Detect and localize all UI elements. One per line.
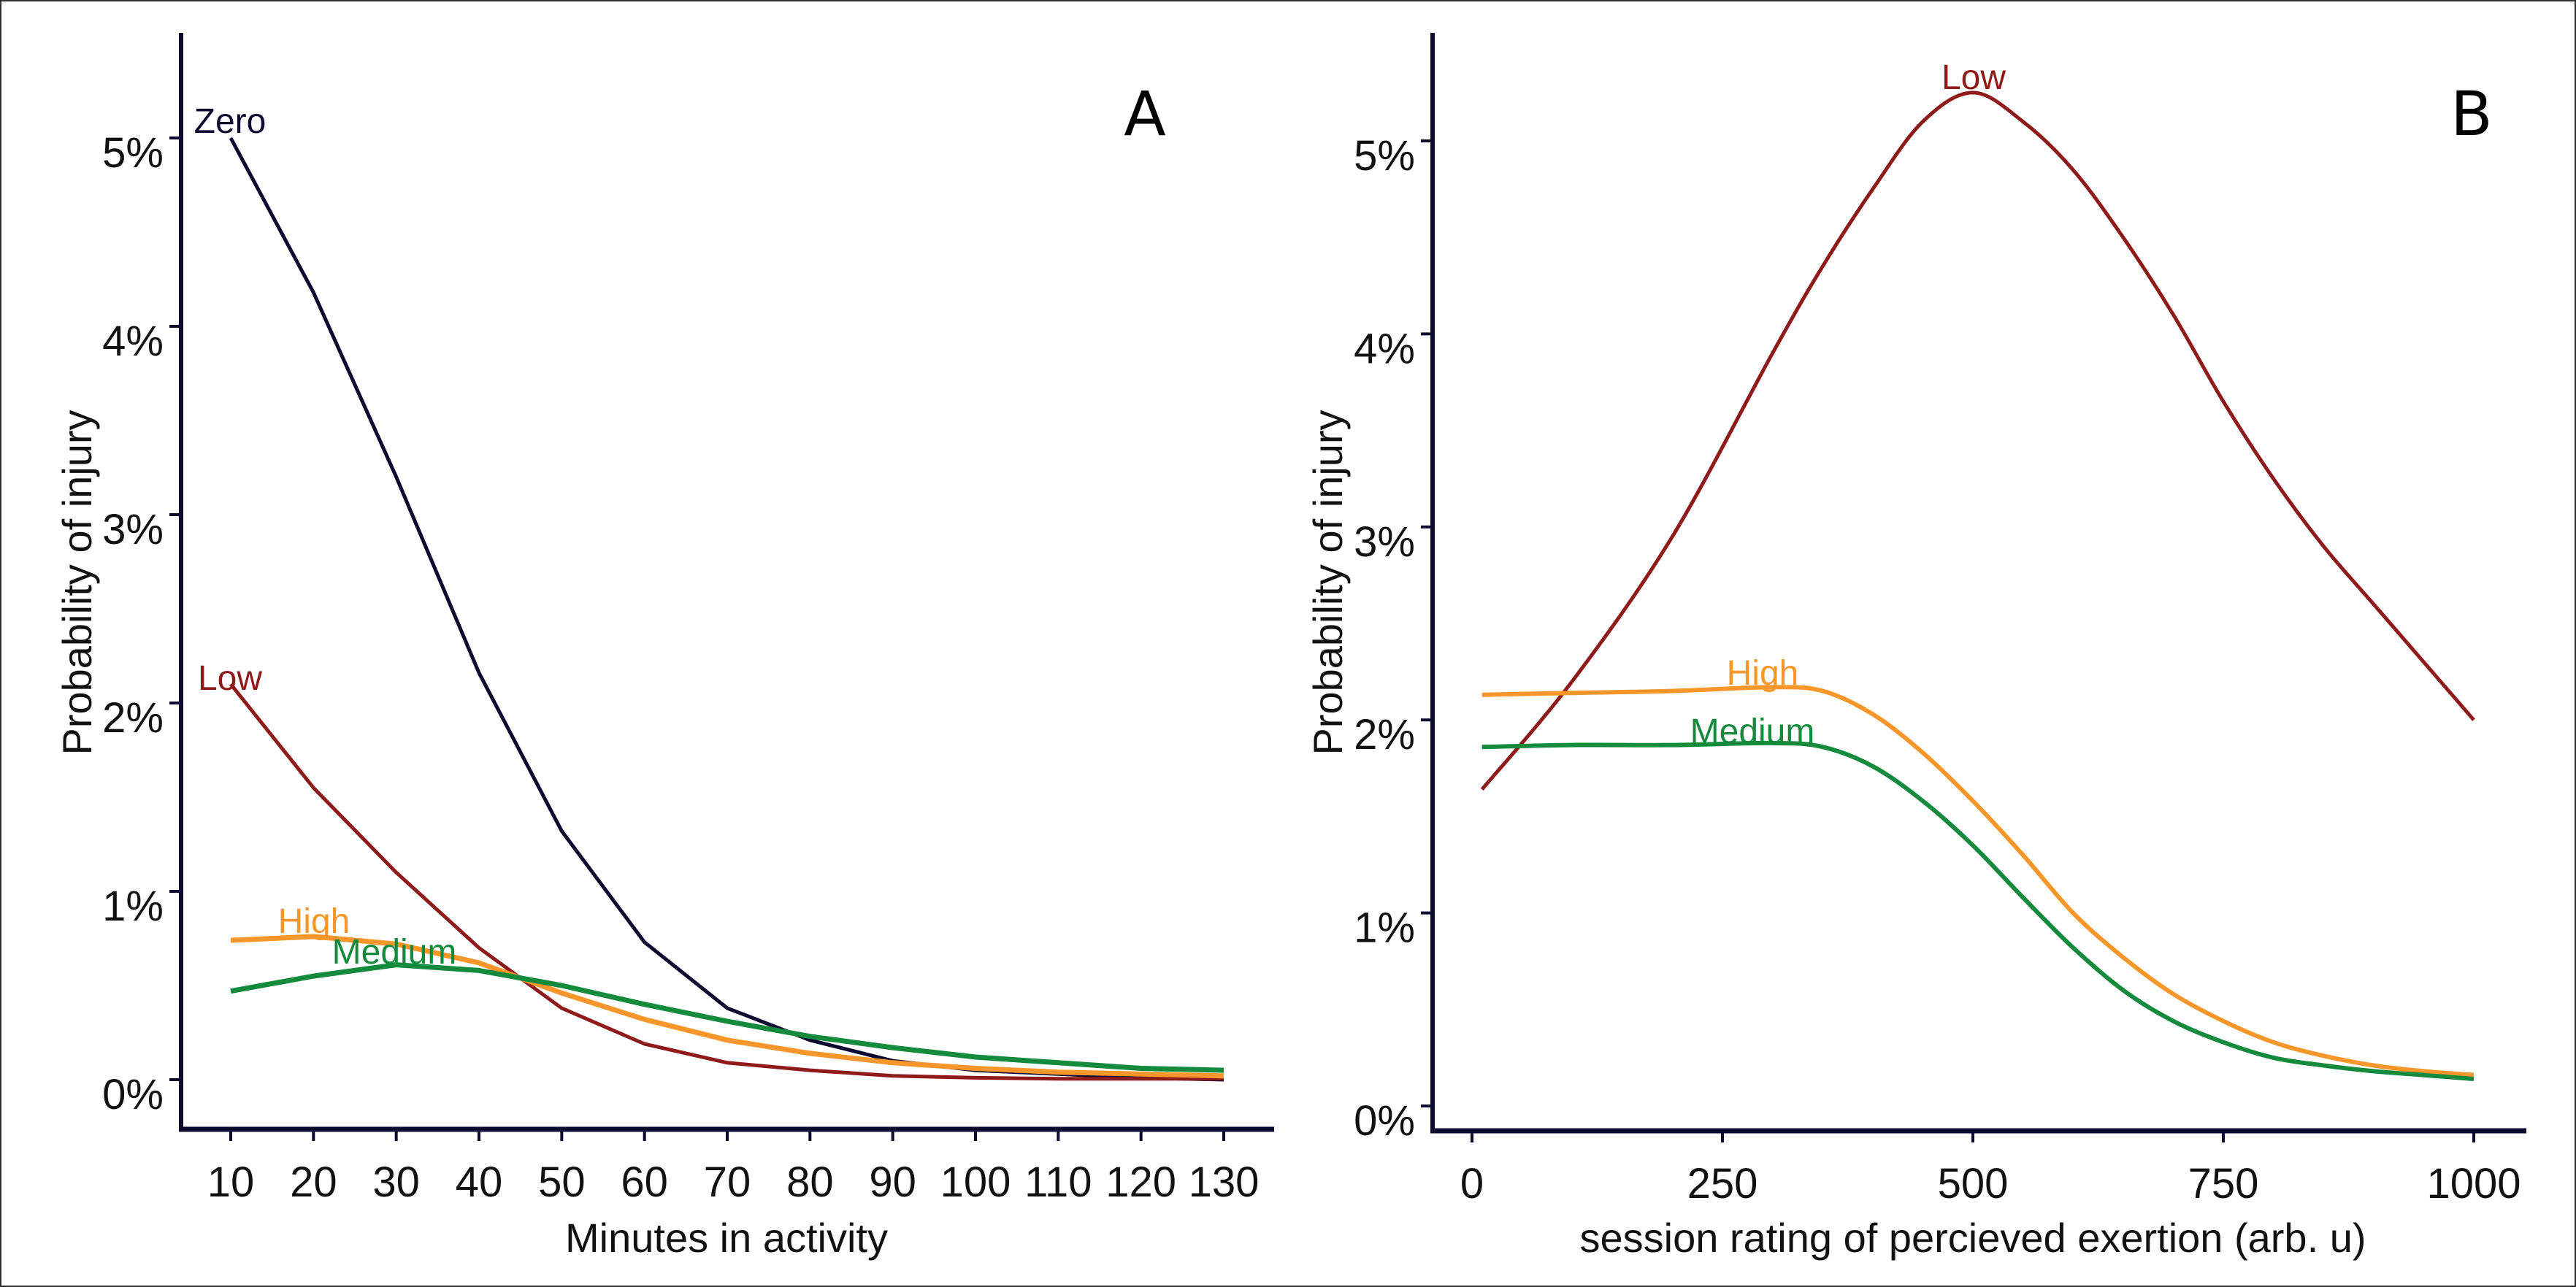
panel-a-x-tick-label: 30 <box>372 1159 420 1206</box>
panel-b-y-tick-label: 2% <box>1354 711 1415 758</box>
panel-a-y-tick-label: 0% <box>102 1071 164 1118</box>
panel-a-x-tick-label: 110 <box>1024 1159 1092 1206</box>
panel-a-series-zero-label: Zero <box>194 102 267 141</box>
panel-b-series-low-line <box>1480 91 2475 791</box>
panel-b-x-tick-label: 500 <box>1938 1160 2009 1207</box>
panel-a-x-tick-label: 50 <box>538 1159 586 1206</box>
panel-a-y-tick-label: 3% <box>102 506 164 553</box>
panel-b: B session rating of percieved exertion (… <box>1305 33 2526 1261</box>
panel-a-y-tick-label: 2% <box>102 694 164 742</box>
panel-a-series-low-line <box>229 683 1224 1081</box>
panel-b-series-high-label: High <box>1727 654 1799 693</box>
panel-b-y-tick-label: 0% <box>1354 1097 1415 1145</box>
panel-b-letter: B <box>2450 78 2493 150</box>
panel-b-series-low-label: Low <box>1941 58 2006 97</box>
panel-a-y-tick-label: 5% <box>102 129 164 177</box>
panel-b-y-tick-label: 3% <box>1354 518 1415 566</box>
panel-a-x-tick-label: 80 <box>786 1159 834 1206</box>
panel-a-series-low-label: Low <box>198 659 262 698</box>
panel-a-y-tick-label: 1% <box>102 883 164 930</box>
panel-a-x-axis-title: Minutes in activity <box>565 1215 888 1261</box>
panel-a-y-axis-title: Probability of injury <box>54 410 100 755</box>
panel-a-x-tick-label: 10 <box>207 1159 255 1206</box>
panel-a-x-tick-label: 120 <box>1105 1159 1176 1206</box>
panel-a-series-high-line <box>230 934 1224 1079</box>
panel-a-series-medium-line <box>230 962 1224 1073</box>
panel-a-x-tick-label: 130 <box>1189 1159 1260 1206</box>
panel-b-y-tick-label: 4% <box>1354 325 1415 372</box>
panel-b-x-tick-label: 0 <box>1460 1160 1484 1207</box>
panel-a-x-tick-label: 70 <box>704 1159 751 1206</box>
panel-a-x-tick-label: 60 <box>621 1159 668 1206</box>
panel-a-x-tick-label: 40 <box>456 1159 503 1206</box>
panel-a-x-tick-label: 100 <box>940 1159 1011 1206</box>
panel-b-x-tick-label: 1000 <box>2426 1160 2521 1207</box>
panel-b-y-tick-label: 5% <box>1354 132 1415 180</box>
panel-b-y-axis-title: Probability of injury <box>1305 410 1351 755</box>
panel-a-series-high-label: High <box>278 902 350 941</box>
panel-b-series-medium-label: Medium <box>1690 712 1815 751</box>
panel-a-series-medium-label: Medium <box>332 933 457 972</box>
panel-a-y-tick-label: 4% <box>102 318 164 365</box>
panel-b-y-tick-label: 1% <box>1354 904 1415 952</box>
panel-b-x-tick-label: 750 <box>2188 1160 2259 1207</box>
panel-a-x-tick-label: 90 <box>869 1159 916 1206</box>
panel-a-letter: A <box>1124 78 1165 150</box>
panel-b-x-tick-label: 250 <box>1687 1160 1758 1207</box>
panel-a-x-tick-label: 20 <box>290 1159 337 1206</box>
panel-a: A Minutes in activity Probability of inj… <box>54 33 1274 1261</box>
panel-b-series-high-line <box>1481 685 2475 1077</box>
panel-b-series-medium-line <box>1481 740 2475 1081</box>
panel-b-x-axis-title: session rating of percieved exertion (ar… <box>1580 1215 2366 1261</box>
